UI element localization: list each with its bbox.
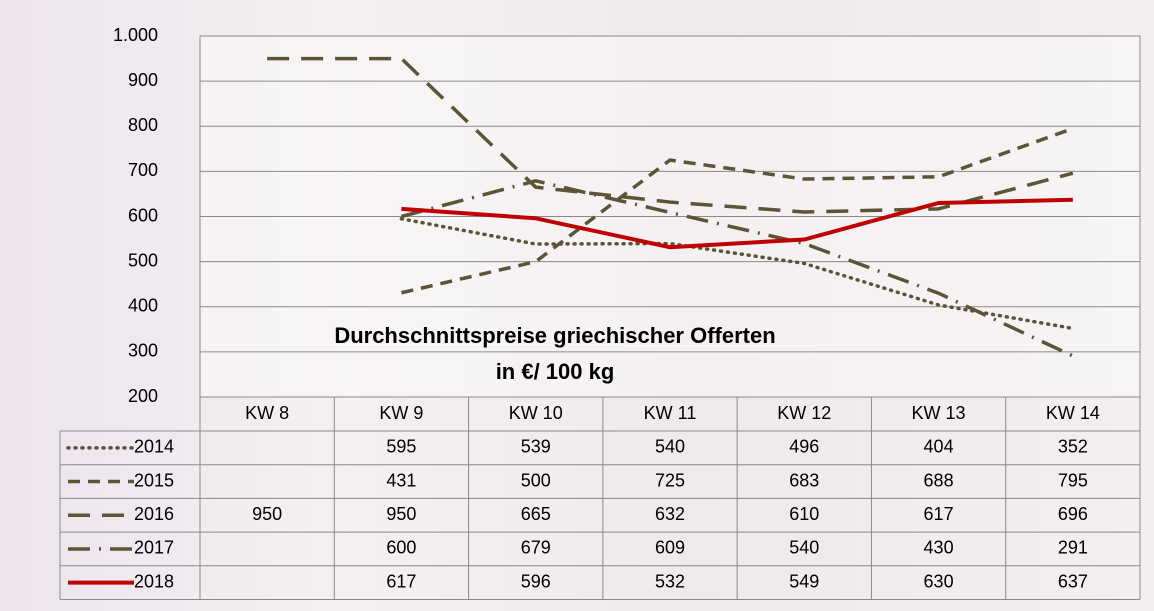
y-tick-label: 900 xyxy=(128,70,158,90)
legend-label: 2015 xyxy=(134,470,174,490)
x-tick-label: KW 9 xyxy=(379,403,423,423)
table-value: 595 xyxy=(386,437,416,457)
table-value: 637 xyxy=(1058,571,1088,591)
x-tick-label: KW 10 xyxy=(509,403,563,423)
legend-label: 2016 xyxy=(134,504,174,524)
table-value: 665 xyxy=(521,504,551,524)
table-value: 950 xyxy=(386,504,416,524)
y-tick-label: 400 xyxy=(128,296,158,316)
table-value: 532 xyxy=(655,571,685,591)
y-tick-label: 500 xyxy=(128,250,158,270)
table-value: 500 xyxy=(521,470,551,490)
legend-label: 2018 xyxy=(134,571,174,591)
x-tick-label: KW 8 xyxy=(245,403,289,423)
chart-subtitle: in €/ 100 kg xyxy=(496,359,615,384)
table-value: 688 xyxy=(924,470,954,490)
table-value: 539 xyxy=(521,437,551,457)
series-line xyxy=(267,56,1074,214)
table-value: 540 xyxy=(655,437,685,457)
table-value: 291 xyxy=(1058,538,1088,558)
table-value: 600 xyxy=(386,538,416,558)
legend-label: 2014 xyxy=(134,437,174,457)
table-value: 617 xyxy=(924,504,954,524)
table-value: 679 xyxy=(521,538,551,558)
series-line xyxy=(400,179,1074,358)
table-value: 496 xyxy=(789,437,819,457)
y-tick-label: 700 xyxy=(128,160,158,180)
table-value: 352 xyxy=(1058,437,1088,457)
table-value: 540 xyxy=(789,538,819,558)
y-tick-label: 600 xyxy=(128,205,158,225)
table-value: 630 xyxy=(924,571,954,591)
table-value: 430 xyxy=(924,538,954,558)
table-value: 950 xyxy=(252,504,282,524)
table-value: 596 xyxy=(521,571,551,591)
legend-label: 2017 xyxy=(134,538,174,558)
chart-title: Durchschnittspreise griechischer Offerte… xyxy=(334,323,775,348)
x-tick-label: KW 12 xyxy=(777,403,831,423)
table-value: 431 xyxy=(386,470,416,490)
y-tick-label: 200 xyxy=(128,386,158,406)
table-value: 725 xyxy=(655,470,685,490)
table-value: 404 xyxy=(924,437,954,457)
x-tick-label: KW 14 xyxy=(1046,403,1100,423)
x-tick-label: KW 13 xyxy=(912,403,966,423)
table-value: 683 xyxy=(789,470,819,490)
table-value: 632 xyxy=(655,504,685,524)
table-value: 609 xyxy=(655,538,685,558)
series-line xyxy=(399,217,1075,331)
table-value: 795 xyxy=(1058,470,1088,490)
y-tick-label: 800 xyxy=(128,115,158,135)
y-tick-label: 1.000 xyxy=(113,25,158,45)
table-value: 610 xyxy=(789,504,819,524)
table-value: 696 xyxy=(1058,504,1088,524)
table-value: 617 xyxy=(386,571,416,591)
series-line xyxy=(401,197,1073,250)
table-value: 549 xyxy=(789,571,819,591)
y-tick-label: 300 xyxy=(128,341,158,361)
x-tick-label: KW 11 xyxy=(644,403,697,423)
